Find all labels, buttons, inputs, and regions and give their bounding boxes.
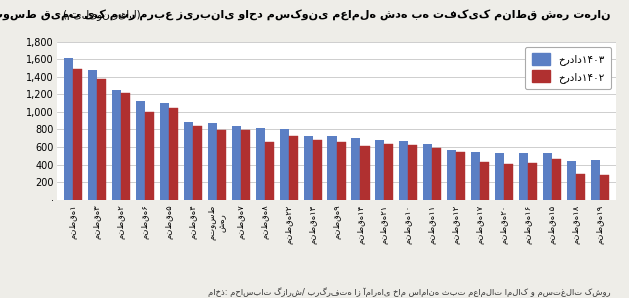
Bar: [591, 160, 599, 200]
Bar: [136, 101, 145, 200]
Bar: [528, 163, 537, 200]
Bar: [255, 128, 265, 200]
Bar: [432, 148, 442, 200]
Bar: [145, 112, 154, 200]
Text: نمودار ۲- متوسط قیمت یک متر مربع زیربنای واحد مسکونی معامله شده به تفکیک مناطق ش: نمودار ۲- متوسط قیمت یک متر مربع زیربنای…: [0, 9, 610, 20]
Bar: [567, 161, 576, 200]
Bar: [471, 152, 480, 200]
Bar: [456, 152, 465, 200]
Bar: [304, 136, 313, 200]
Bar: [74, 69, 82, 200]
Bar: [599, 175, 609, 200]
Bar: [352, 138, 360, 200]
Legend: خرداد۱۴۰۳, خرداد۱۴۰۲: خرداد۱۴۰۳, خرداد۱۴۰۲: [525, 47, 611, 89]
Bar: [169, 108, 178, 200]
Bar: [423, 144, 432, 200]
Bar: [552, 159, 561, 200]
Bar: [289, 136, 298, 200]
Bar: [384, 144, 394, 200]
Bar: [97, 80, 106, 200]
Bar: [208, 123, 217, 200]
Bar: [279, 129, 289, 200]
Bar: [495, 153, 504, 200]
Text: (میلیون ریال): (میلیون ریال): [63, 9, 140, 20]
Bar: [241, 130, 250, 200]
Bar: [447, 150, 456, 200]
Bar: [265, 142, 274, 200]
Bar: [193, 126, 202, 200]
Bar: [160, 103, 169, 200]
Bar: [576, 174, 585, 200]
Bar: [64, 58, 74, 200]
Bar: [217, 130, 226, 200]
Bar: [480, 162, 489, 200]
Bar: [88, 70, 97, 200]
Bar: [231, 126, 241, 200]
Bar: [376, 140, 384, 200]
Bar: [360, 146, 369, 200]
Bar: [543, 153, 552, 200]
Bar: [504, 164, 513, 200]
Text: ماخذ: محاسبات گزارش/ برگرفته از آمارهای خام سامانه ثبت معاملات املاک و مستغلات ک: ماخذ: محاسبات گزارش/ برگرفته از آمارهای …: [208, 287, 610, 297]
Bar: [112, 90, 121, 200]
Bar: [399, 141, 408, 200]
Bar: [121, 94, 130, 200]
Bar: [337, 142, 345, 200]
Bar: [328, 136, 337, 200]
Bar: [519, 153, 528, 200]
Bar: [408, 145, 418, 200]
Bar: [313, 140, 321, 200]
Bar: [184, 122, 193, 200]
